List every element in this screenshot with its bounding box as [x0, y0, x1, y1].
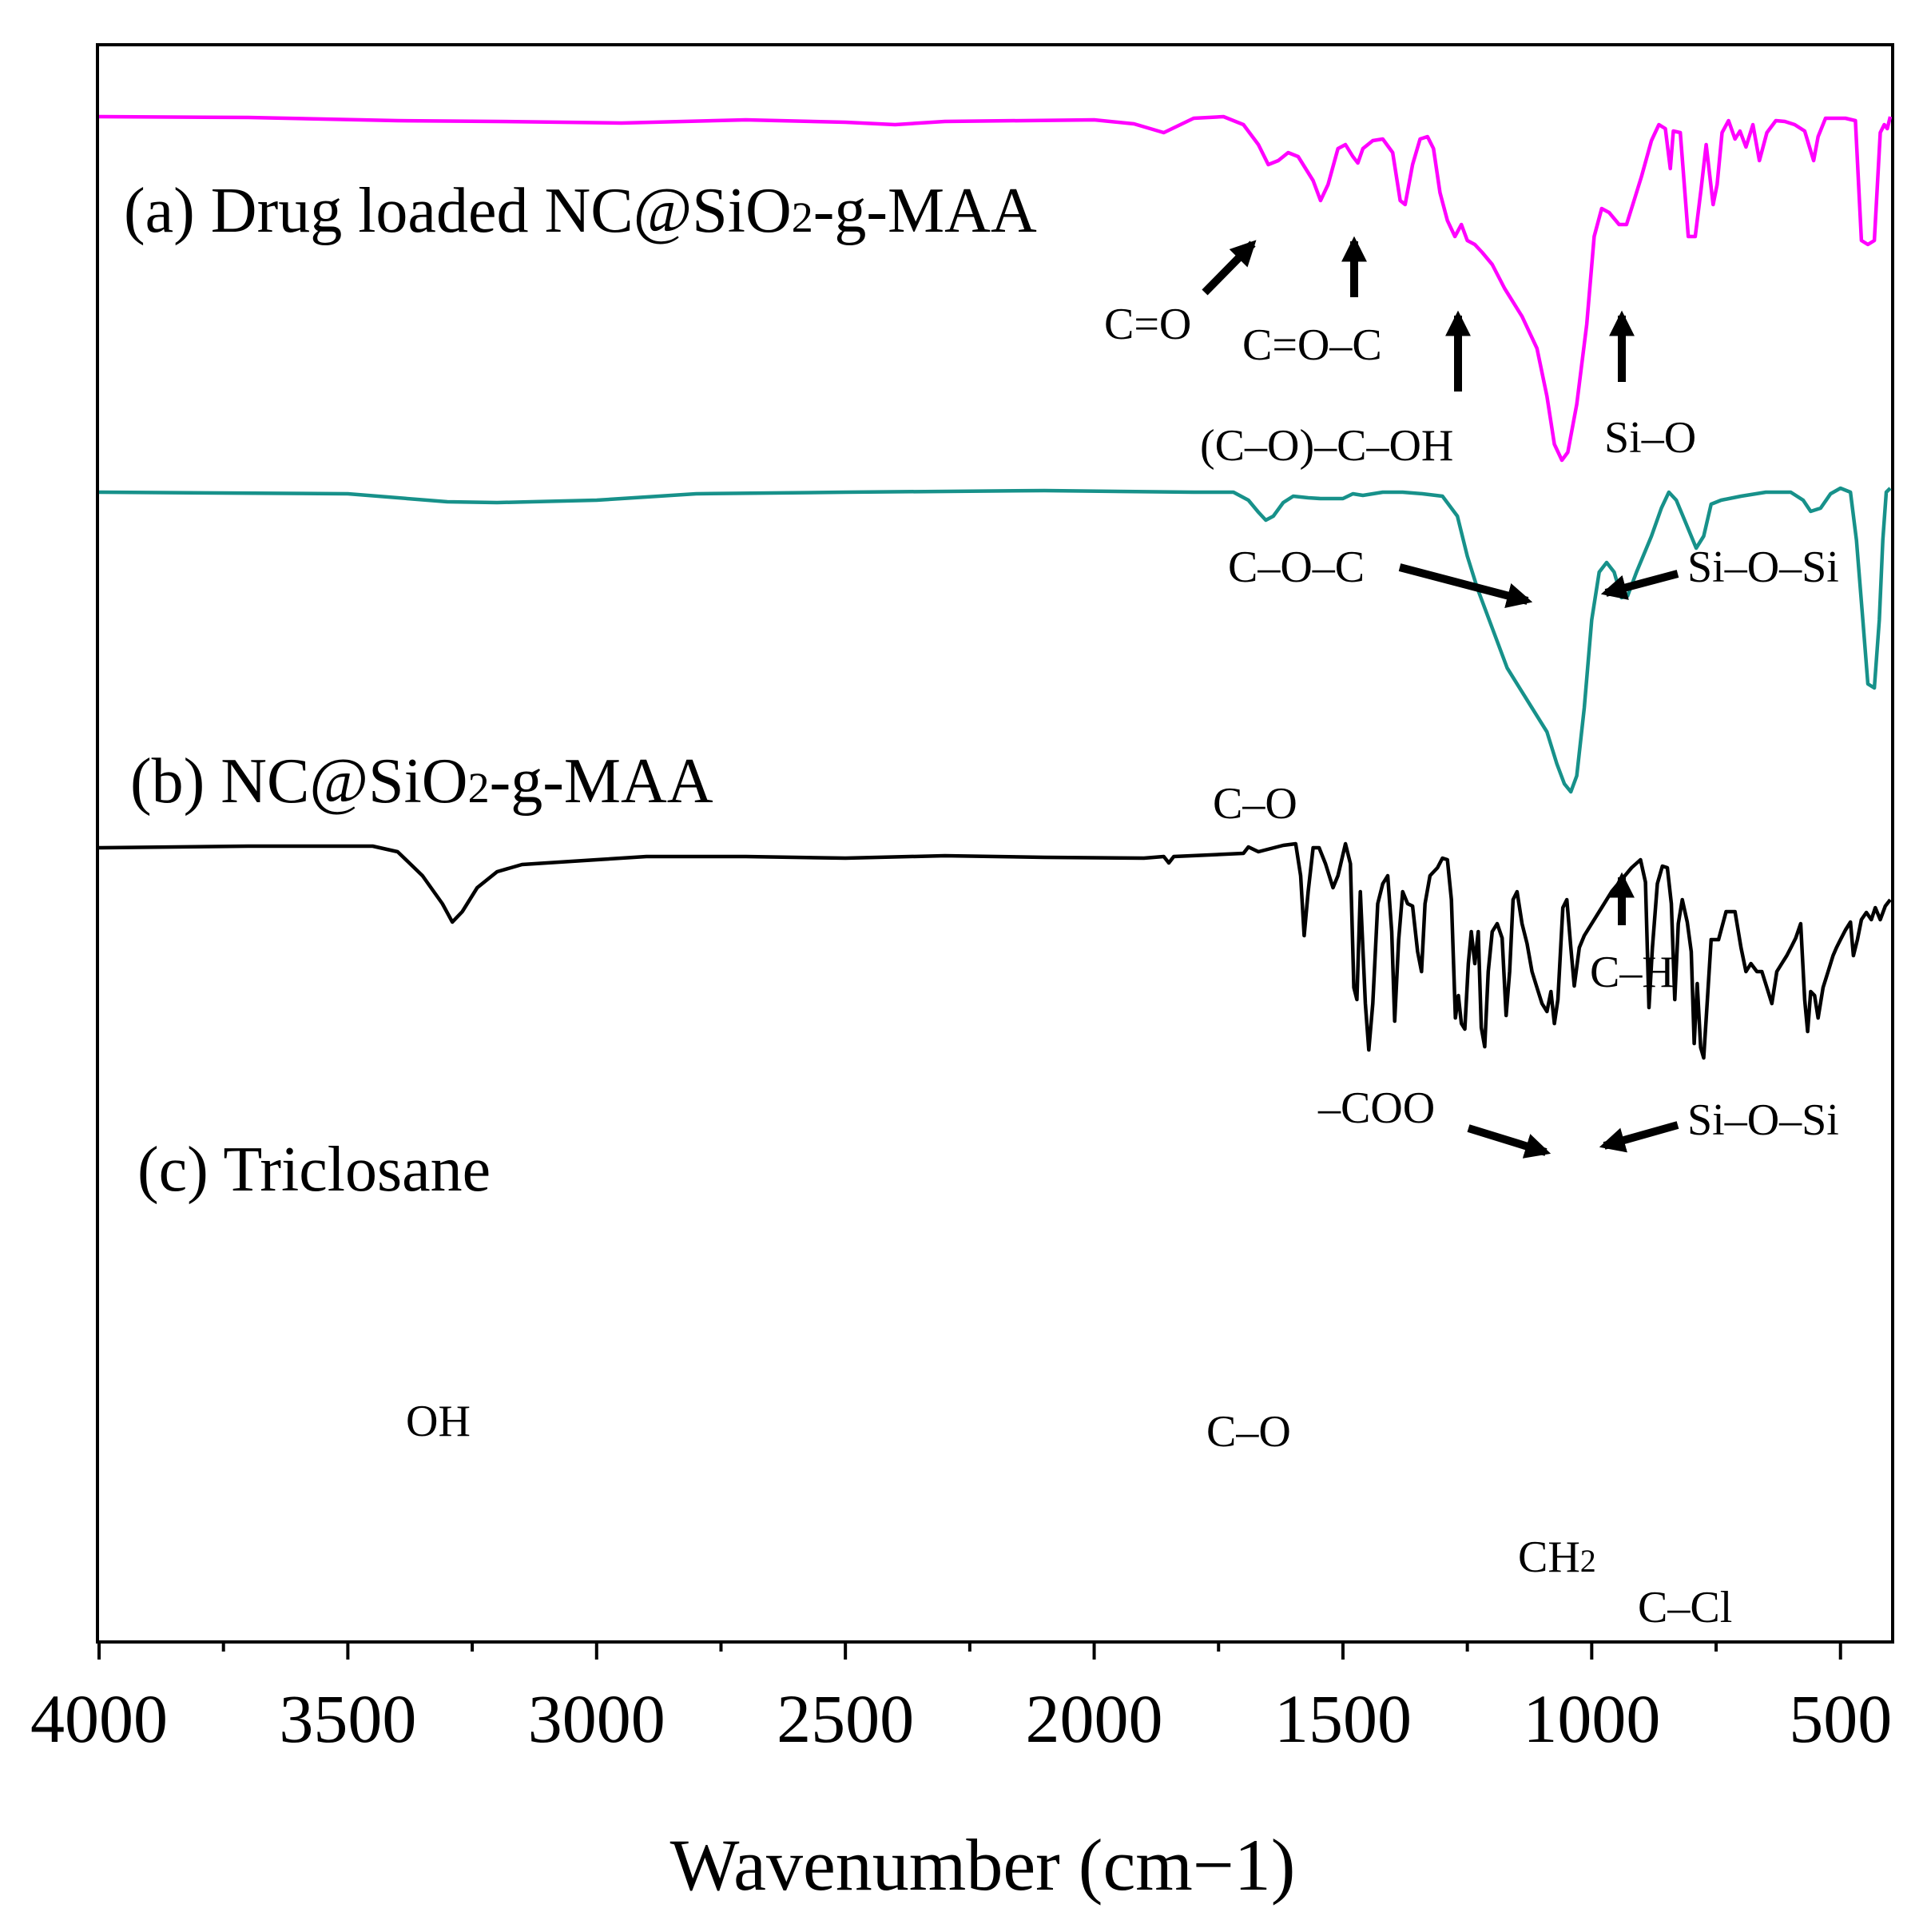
x-axis-ticks [97, 1642, 1842, 1660]
annotation-label: C=O [1104, 300, 1191, 349]
peak-annotations: C=O C=O–C (C–O)–C–OH Si–O C–O–C Si–O–Si … [406, 300, 1839, 1632]
x-tick-label: 2000 [1026, 1680, 1163, 1757]
annotation-label: C–Cl [1638, 1583, 1732, 1632]
annotation-label: C–H [1590, 948, 1675, 997]
annotation-arrow [1600, 570, 1679, 600]
annotation-label: CH2 [1518, 1532, 1596, 1582]
x-tick-label: 3000 [528, 1680, 666, 1757]
x-tick-label: 3500 [279, 1680, 416, 1757]
annotation-arrow [1467, 1124, 1552, 1159]
annotation-label: Si–O–Si [1687, 543, 1839, 592]
x-axis-tick-labels: 4000 3500 3000 2500 2000 1500 1000 500 [30, 1680, 1892, 1757]
annotation-label: –COO [1317, 1083, 1435, 1133]
annotation-arrows [1202, 236, 1679, 1159]
annotation-label: (C–O)–C–OH [1200, 421, 1453, 471]
x-tick-label: 4000 [30, 1680, 168, 1757]
annotation-label: Si–O [1604, 413, 1696, 463]
annotation-label: Si–O–Si [1687, 1095, 1839, 1145]
annotation-arrow [1599, 1121, 1679, 1153]
series-label-b: (b) NC@SiO2-g-MAA [130, 746, 713, 817]
x-tick-label: 1000 [1523, 1680, 1660, 1757]
annotation-label: OH [406, 1397, 471, 1446]
series-label-c: (c) Triclosane [137, 1135, 491, 1205]
x-tick-label: 1500 [1274, 1680, 1412, 1757]
x-axis-label: Wavenumber (cm−1) [670, 1824, 1296, 1906]
x-tick-label: 500 [1789, 1680, 1892, 1757]
series-line-b [98, 486, 1892, 794]
annotation-label: C–O [1213, 779, 1297, 829]
annotation-label: C–O [1206, 1407, 1291, 1457]
annotation-arrow [1398, 563, 1533, 608]
x-tick-label: 2500 [777, 1680, 914, 1757]
annotation-label: C–O–C [1228, 543, 1365, 592]
annotation-label: C=O–C [1242, 320, 1382, 370]
series-label-a: (a) Drug loaded NC@SiO2-g-MAA [124, 176, 1037, 246]
spectra [98, 114, 1893, 1060]
series-line-c [98, 841, 1892, 1060]
annotation-arrow [1202, 240, 1257, 296]
series-line-a [98, 114, 1893, 463]
plot-frame [96, 43, 1894, 1644]
